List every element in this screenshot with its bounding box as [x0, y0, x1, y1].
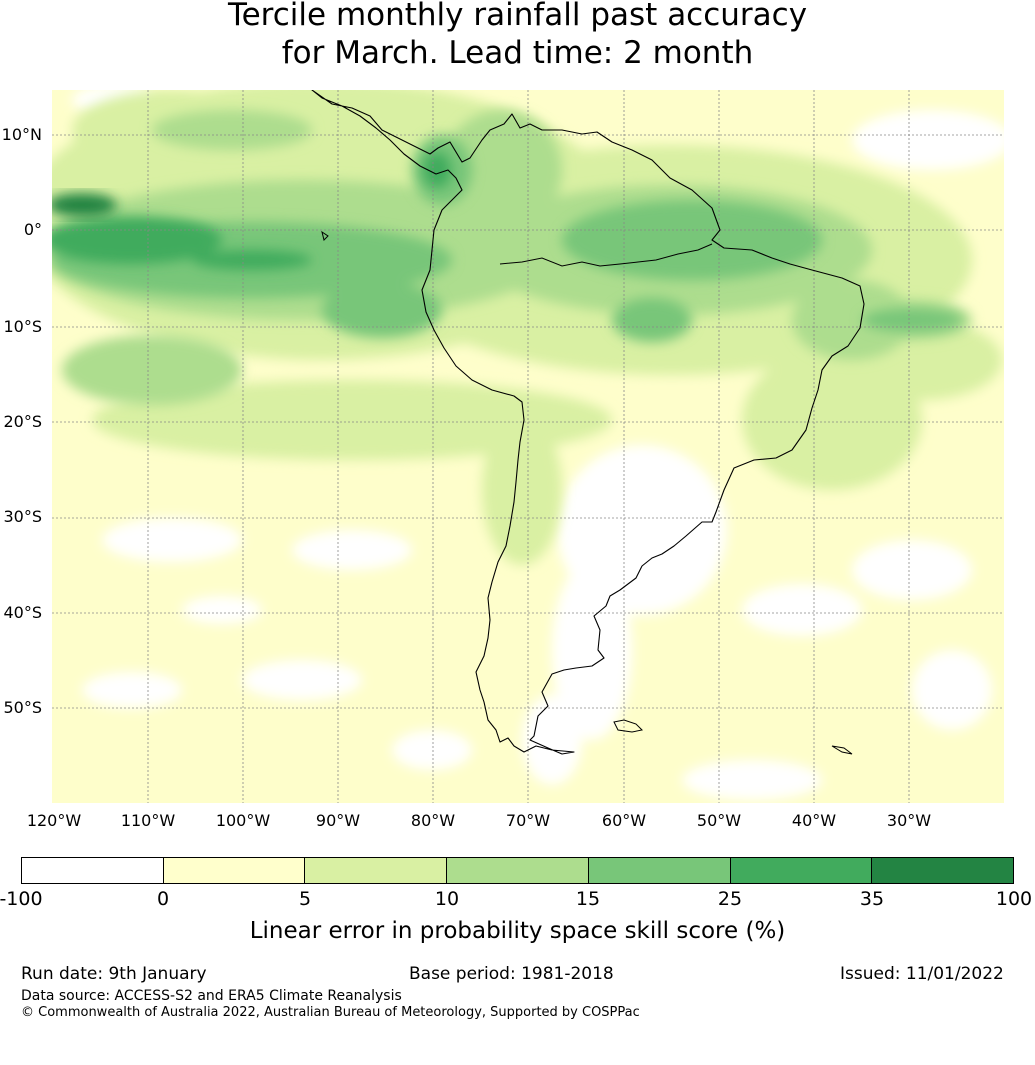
negative-skill-areas	[72, 90, 1004, 800]
lat-label-30s: 30°S	[3, 507, 42, 526]
south-america-coastline	[311, 90, 865, 755]
lat-label-10s: 10°S	[3, 317, 42, 336]
lon-label-40w: 40°W	[791, 811, 837, 830]
lon-label-120w: 120°W	[26, 811, 82, 830]
colorbar-tick: 10	[434, 888, 460, 910]
colorbar-segment	[730, 858, 873, 883]
lat-label-40s: 40°S	[3, 603, 42, 622]
colorbar-segment	[447, 858, 589, 883]
skill-35-100-areas	[52, 193, 117, 217]
lon-label-30w: 30°W	[886, 811, 932, 830]
colorbar-tick: 25	[717, 888, 743, 910]
colorbar-segment	[872, 858, 1014, 883]
copyright: © Commonwealth of Australia 2022, Austra…	[21, 1005, 640, 1020]
map-gridlines	[52, 90, 1004, 803]
skill-score-map	[52, 90, 1004, 803]
colorbar-segment	[22, 858, 164, 883]
colorbar-tick: 15	[575, 888, 601, 910]
lon-label-90w: 90°W	[315, 811, 361, 830]
lon-label-100w: 100°W	[215, 811, 271, 830]
chart-title-line-2: for March. Lead time: 2 month	[281, 35, 754, 71]
lon-label-110w: 110°W	[120, 811, 176, 830]
lat-label-10n: 10°N	[1, 125, 42, 144]
lat-label-20s: 20°S	[3, 412, 42, 431]
colorbar-tick: -100	[0, 888, 43, 910]
galapagos	[321, 230, 329, 241]
lon-label-50w: 50°W	[696, 811, 742, 830]
issued-date: Issued: 11/01/2022	[840, 964, 1004, 984]
colorbar-segment	[305, 858, 448, 883]
colorbar	[21, 857, 1014, 884]
colorbar-tick: 35	[859, 888, 885, 910]
lon-label-80w: 80°W	[410, 811, 456, 830]
lat-label-50s: 50°S	[3, 698, 42, 717]
chart-title-line-1: Tercile monthly rainfall past accuracy	[227, 0, 808, 33]
falkland-islands	[613, 719, 644, 733]
south-georgia	[831, 745, 853, 755]
run-date: Run date: 9th January	[21, 964, 207, 984]
colorbar-segment	[588, 858, 731, 883]
lon-label-70w: 70°W	[505, 811, 551, 830]
colorbar-label: Linear error in probability space skill …	[249, 918, 786, 944]
amazon-river	[499, 243, 713, 267]
skill-25-35-areas	[52, 152, 451, 270]
colorbar-tick: 100	[995, 888, 1033, 910]
colorbar-tick: 5	[298, 888, 312, 910]
colorbar-tick: 0	[156, 888, 170, 910]
colorbar-segment	[163, 858, 306, 883]
base-period: Base period: 1981-2018	[409, 964, 614, 984]
lon-label-60w: 60°W	[601, 811, 647, 830]
lat-label-0: 0°	[23, 220, 42, 239]
data-source: Data source: ACCESS-S2 and ERA5 Climate …	[21, 988, 402, 1004]
